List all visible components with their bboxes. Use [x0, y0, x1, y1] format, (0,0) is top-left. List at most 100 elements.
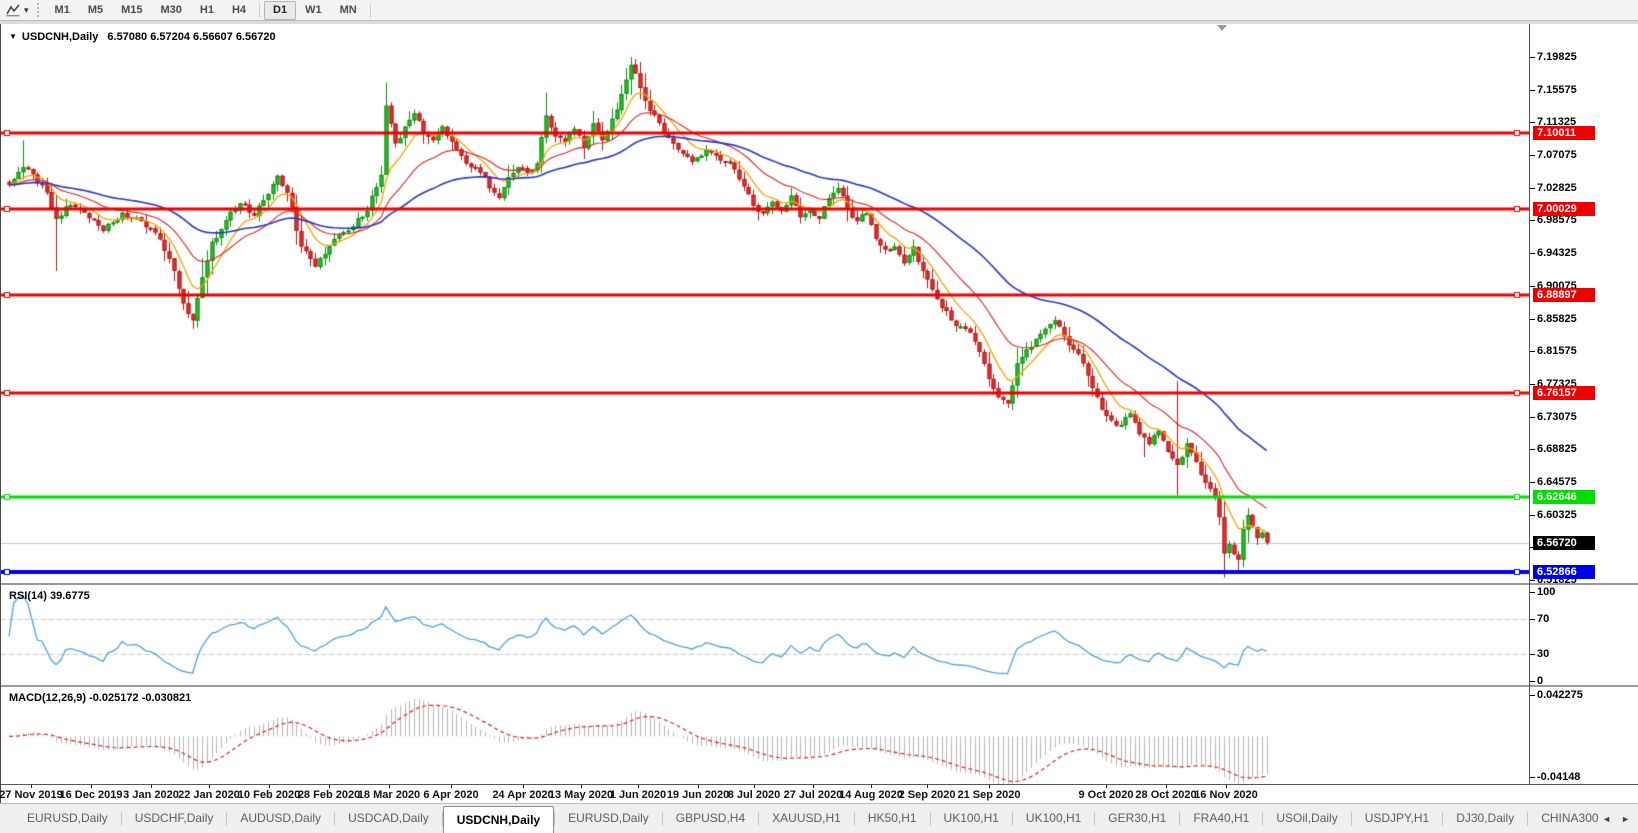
price-tick-label: 7.19825	[1530, 50, 1577, 63]
rsi-tick-label: 30	[1529, 648, 1550, 661]
date-label: 19 Jun 2020	[666, 789, 730, 801]
date-label: 27 Jul 2020	[783, 789, 843, 801]
tab-eurusd-daily[interactable]: EURUSD,Daily	[27, 811, 108, 825]
price-tick-label: 6.68825	[1530, 443, 1577, 456]
time-tick	[927, 785, 928, 788]
timeframe-h1[interactable]: H1	[199, 3, 214, 16]
toolbar-grip[interactable]	[36, 3, 40, 17]
tab-usoil-daily[interactable]: USOil,Daily	[1276, 811, 1338, 825]
symbol-dropdown-icon[interactable]: ▼	[9, 32, 17, 41]
date-label: 18 Mar 2020	[357, 789, 421, 801]
macd-canvas[interactable]	[1, 687, 1529, 784]
tab-uk100-h1[interactable]: UK100,H1	[943, 811, 999, 825]
price-tick-label: 6.85825	[1530, 312, 1577, 325]
tab-separator	[120, 812, 122, 826]
tab-separator	[758, 812, 760, 826]
hline-price-box: 6.76157	[1533, 385, 1595, 400]
date-label: 10 Feb 2020	[237, 789, 301, 801]
toolbar-separator	[369, 2, 371, 18]
tab-usdcad-daily[interactable]: USDCAD,Daily	[348, 811, 429, 825]
rsi-label: RSI(14) 39.6775	[9, 590, 90, 602]
tab-fra40-h1[interactable]: FRA40,H1	[1193, 811, 1250, 825]
tab-usdchf-daily[interactable]: USDCHF,Daily	[134, 811, 214, 825]
timeframe-toolbar: ▾ M1 M5 M15 M30 H1 H4 D1 W1 MN	[0, 0, 1638, 21]
tab-gbpusd-h4[interactable]: GBPUSD,H4	[675, 811, 746, 825]
time-tick	[1106, 785, 1107, 788]
tab-separator	[1350, 812, 1352, 826]
symbol-tab-bar: EURUSD,Daily USDCHF,Daily AUDUSD,Daily USDC…	[0, 803, 1638, 833]
date-label: 6 Apr 2020	[423, 789, 479, 801]
hline-price-box: 6.88897	[1533, 287, 1595, 302]
date-label: 9 Oct 2020	[1078, 789, 1134, 801]
hline-price-box: 6.52866	[1533, 565, 1595, 580]
price-tick-label: 7.02825	[1530, 181, 1577, 194]
time-tick	[523, 785, 524, 788]
tab-scroll-arrows: ◄ ►	[1598, 804, 1638, 833]
tab-uk100-h1[interactable]: UK100,H1	[1025, 811, 1082, 825]
price-tick-label: 7.15575	[1530, 83, 1577, 96]
time-axis[interactable]: 27 Nov 2019 16 Dec 2019 3 Jan 2020 22 Jan 2…	[0, 785, 1638, 803]
date-label: 28 Feb 2020	[297, 789, 361, 801]
time-tick	[1226, 785, 1227, 788]
tab-scroll-right-icon[interactable]: ►	[1621, 813, 1630, 824]
timeframe-m1[interactable]: M1	[54, 3, 70, 16]
date-label: 22 Jan 2020	[178, 789, 240, 801]
rsi-panel: RSI(14) 39.6775 100 70 30 0	[1, 583, 1638, 687]
tab-dj30-daily[interactable]: DJ30,Daily	[1456, 811, 1515, 825]
chevron-down-icon[interactable]: ▾	[24, 4, 29, 15]
timeframe-m15[interactable]: M15	[121, 3, 143, 16]
timeframe-m30[interactable]: M30	[160, 3, 182, 16]
tab-xauusd-h1[interactable]: XAUUSD,H1	[772, 811, 841, 825]
chart-shift-marker-icon[interactable]	[1217, 25, 1227, 31]
hline-price-box: 7.00029	[1533, 202, 1595, 217]
window-frame	[0, 21, 1638, 24]
tab-audusd-daily[interactable]: AUDUSD,Daily	[240, 811, 322, 825]
time-tick	[1166, 785, 1167, 788]
macd-panel: MACD(12,26,9) -0.025172 -0.030821 0.0422…	[1, 685, 1638, 785]
main-chart-canvas[interactable]	[1, 24, 1529, 583]
rsi-tick-label: 100	[1529, 586, 1556, 598]
date-label: 16 Dec 2019	[59, 789, 123, 801]
time-tick	[451, 785, 452, 788]
chart-tools-button[interactable]: ▾	[0, 0, 33, 20]
price-tick-label: 7.07075	[1530, 149, 1577, 162]
timeframe-w1[interactable]: W1	[305, 3, 322, 16]
tab-usdcnh-daily[interactable]: USDCNH,Daily	[442, 806, 555, 833]
date-label: 16 Nov 2020	[1194, 789, 1258, 801]
timeframe-buttons: M1 M5 M15 M30 H1 H4 D1 W1 MN	[46, 0, 366, 20]
tab-separator	[554, 812, 556, 826]
tab-eurusd-daily[interactable]: EURUSD,Daily	[568, 811, 649, 825]
line-drawing-icon	[6, 3, 21, 17]
rsi-tick-label: 0	[1529, 675, 1544, 687]
time-tick	[269, 785, 270, 788]
date-label: 2 Sep 2020	[898, 789, 956, 801]
price-tick-label: 6.98575	[1530, 214, 1577, 227]
rsi-value: 39.6775	[49, 590, 90, 602]
rsi-canvas[interactable]	[1, 585, 1529, 685]
tab-separator	[929, 812, 931, 826]
ohlc-values: 6.57080 6.57204 6.56607 6.56720	[107, 31, 276, 43]
date-label: 13 May 2020	[548, 789, 614, 801]
time-tick	[871, 785, 872, 788]
tab-scroll-left-icon[interactable]: ◄	[1602, 813, 1612, 824]
tab-usdjpy-h1[interactable]: USDJPY,H1	[1364, 811, 1430, 825]
price-axis[interactable]: 7.19825 7.15575 7.11325 7.07075 7.02825 6.985…	[1529, 24, 1638, 586]
hline-price-box: 6.62646	[1533, 489, 1595, 504]
tab-separator	[1527, 812, 1529, 826]
hline-price-box: 7.10011	[1533, 125, 1595, 140]
macd-axis[interactable]: 0.042275 -0.04148	[1529, 687, 1638, 784]
date-label: 14 Aug 2020	[839, 789, 903, 801]
time-tick	[389, 785, 390, 788]
tab-ger30-h1[interactable]: GER30,H1	[1108, 811, 1167, 825]
timeframe-d1[interactable]: D1	[264, 0, 297, 20]
time-tick	[91, 785, 92, 788]
timeframe-m5[interactable]: M5	[87, 3, 104, 16]
symbol-tabs: EURUSD,Daily USDCHF,Daily AUDUSD,Daily USDC…	[0, 804, 1598, 833]
rsi-axis[interactable]: 100 70 30 0	[1529, 585, 1638, 687]
timeframe-h4[interactable]: H4	[231, 3, 247, 16]
tab-hk50-h1[interactable]: HK50,H1	[867, 811, 917, 825]
timeframe-mn[interactable]: MN	[339, 3, 357, 16]
macd-values: -0.025172 -0.030821	[89, 692, 192, 704]
time-tick	[581, 785, 582, 788]
tab-china300-h1[interactable]: CHINA300,H1	[1541, 811, 1599, 825]
